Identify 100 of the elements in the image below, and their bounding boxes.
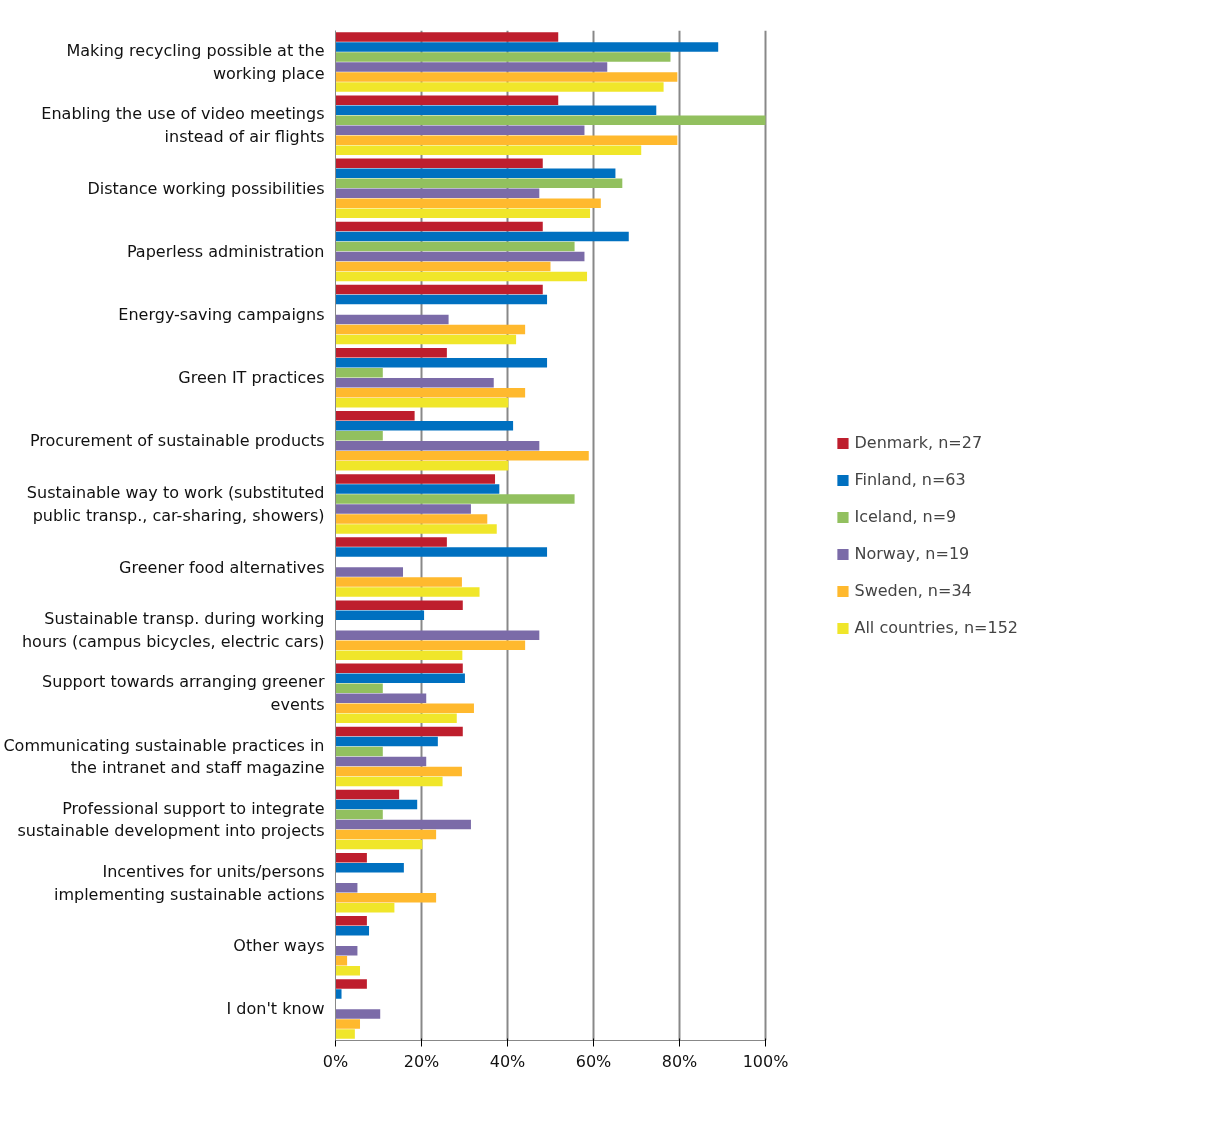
bar xyxy=(335,746,383,757)
bar xyxy=(335,1029,355,1039)
bar xyxy=(335,736,438,747)
bar xyxy=(335,397,509,408)
y-tick-label: Green IT practices xyxy=(178,368,325,388)
bar xyxy=(335,819,471,830)
y-tick-label: Communicating sustainable practices in the intranet and staff magazine xyxy=(3,735,325,778)
bar xyxy=(335,431,383,441)
bar xyxy=(335,839,423,850)
bar xyxy=(335,62,608,72)
bar xyxy=(335,504,471,514)
legend-label: Sweden, n=34 xyxy=(854,581,972,600)
bar xyxy=(335,650,463,660)
bar xyxy=(335,989,342,999)
bar xyxy=(335,387,526,398)
bar xyxy=(335,494,575,504)
x-tick-label: 20% xyxy=(403,1051,440,1071)
bar xyxy=(335,577,462,587)
y-tick-label: Distance working possibilities xyxy=(87,178,325,198)
bar xyxy=(335,756,427,767)
bar xyxy=(335,809,383,820)
bar xyxy=(335,882,358,893)
bar xyxy=(335,1009,381,1019)
bar xyxy=(335,115,766,125)
bar xyxy=(335,82,664,92)
bar xyxy=(335,902,395,913)
bar xyxy=(335,956,348,966)
bar xyxy=(335,514,488,524)
legend-label: Denmark, n=27 xyxy=(854,433,983,452)
bar xyxy=(335,441,540,451)
bar xyxy=(335,135,678,145)
y-tick-label: I don't know xyxy=(226,999,325,1019)
x-tick-label: 0% xyxy=(322,1051,349,1071)
bar xyxy=(335,32,559,42)
bar xyxy=(335,673,465,684)
bar xyxy=(335,547,548,557)
bar xyxy=(335,979,367,989)
bar xyxy=(335,198,601,209)
bar xyxy=(335,377,494,388)
bar xyxy=(335,72,678,82)
bar xyxy=(335,314,449,325)
x-tick-label: 40% xyxy=(489,1051,526,1071)
bar xyxy=(335,367,383,378)
bar xyxy=(335,461,509,471)
bar xyxy=(335,241,575,252)
bar xyxy=(335,713,457,724)
bar xyxy=(335,799,418,810)
bar xyxy=(335,567,404,577)
bar xyxy=(335,188,540,199)
bar xyxy=(335,347,447,358)
y-tick-label: Paperless administration xyxy=(126,241,325,261)
bar xyxy=(335,1019,361,1029)
bar xyxy=(335,640,526,650)
bar xyxy=(335,208,591,219)
bar xyxy=(335,726,463,737)
bar xyxy=(335,587,480,597)
y-tick-label: Other ways xyxy=(233,936,325,956)
bar xyxy=(335,271,588,282)
bar xyxy=(335,168,616,179)
x-tick-label: 80% xyxy=(661,1051,698,1071)
bar xyxy=(335,145,642,155)
bar xyxy=(335,892,437,903)
bar xyxy=(335,693,427,704)
y-tick-label: Incentives for units/persons implementing sustainable actions xyxy=(53,861,325,904)
bar xyxy=(335,524,497,534)
bar xyxy=(335,284,543,295)
bar xyxy=(335,610,425,620)
legend-label: Iceland, n=9 xyxy=(854,507,957,526)
bar xyxy=(335,852,367,863)
bar xyxy=(335,357,548,368)
legend-label: Norway, n=19 xyxy=(854,544,970,563)
bar xyxy=(335,95,559,105)
bar xyxy=(335,231,629,242)
bar xyxy=(335,829,437,840)
bar xyxy=(335,946,358,956)
bar xyxy=(335,334,517,345)
y-tick-label: Procurement of sustainable products xyxy=(29,431,325,451)
bar xyxy=(335,105,657,115)
bar xyxy=(335,916,367,926)
bar xyxy=(335,451,589,461)
bar xyxy=(335,178,623,189)
y-tick-label: Energy-saving campaigns xyxy=(118,305,325,325)
bar xyxy=(335,125,585,135)
bar xyxy=(335,324,526,335)
bar xyxy=(335,411,415,421)
y-tick-label: Enabling the use of video meetings instead of air flights xyxy=(41,104,325,147)
y-tick-label: Sustainable way to work (substituted public transp., car-sharing, showers) xyxy=(26,483,325,525)
bar xyxy=(335,630,540,640)
bar xyxy=(335,474,496,484)
bar xyxy=(335,421,514,431)
bar xyxy=(335,966,361,976)
bar xyxy=(335,221,543,232)
x-tick-label: 100% xyxy=(742,1051,789,1071)
y-tick-label: Professional support to integrate sustainable development into projects xyxy=(17,798,325,841)
bar xyxy=(335,789,400,800)
bar xyxy=(335,42,719,52)
bar xyxy=(335,600,463,610)
bar xyxy=(335,484,500,494)
y-tick-label: Greener food alternatives xyxy=(119,557,325,577)
bar xyxy=(335,537,447,547)
